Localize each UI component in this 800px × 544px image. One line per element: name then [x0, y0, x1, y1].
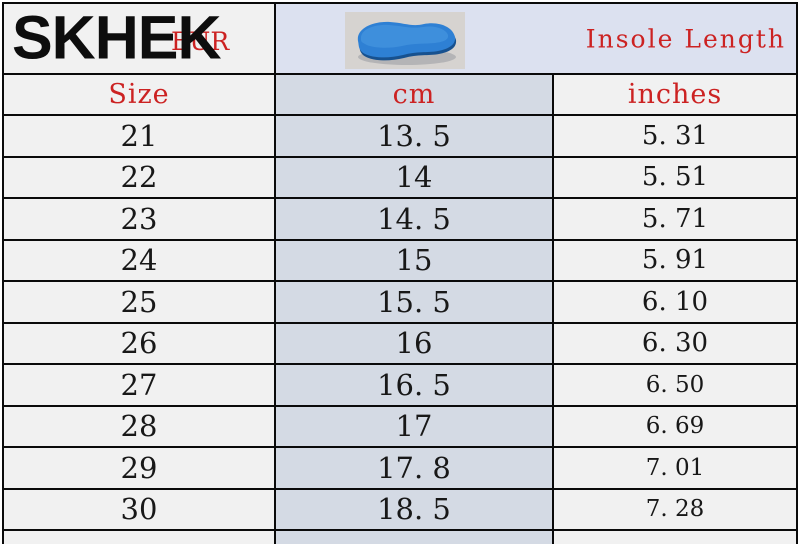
insole-icon	[357, 21, 457, 65]
brand-logo: SKHEK	[12, 4, 222, 71]
table-cell-cm: 14	[276, 157, 552, 197]
table-cell-size: 27	[4, 365, 274, 405]
table-cell-cm: 13. 5	[276, 116, 552, 156]
table-cell-size: 23	[4, 199, 274, 239]
table-cell-inches: 5. 71	[554, 199, 796, 239]
table-cell-inches: 5. 31	[554, 116, 796, 156]
insole-photo	[345, 12, 465, 69]
column-header-cm: cm	[276, 75, 552, 114]
table-cell-cm: 16	[276, 323, 552, 363]
table-cell-size: 29	[4, 448, 274, 488]
table-partial-row-cell	[554, 531, 796, 544]
table-cell-size: 25	[4, 282, 274, 322]
insole-length-title: Insole Length	[585, 24, 786, 53]
table-cell-cm: 17	[276, 406, 552, 446]
table-cell-size: 24	[4, 240, 274, 280]
region-label: EUR	[171, 27, 230, 56]
table-cell-cm: 17. 8	[276, 448, 552, 488]
table-cell-size: 30	[4, 489, 274, 529]
table-cell-inches: 7. 01	[554, 448, 796, 488]
table-partial-row-cell	[4, 531, 274, 544]
size-table: EUR SKHEK Insole Length Size cm inches	[4, 4, 796, 544]
table-cell-cm: 14. 5	[276, 199, 552, 239]
table-cell-inches: 5. 91	[554, 240, 796, 280]
header-right-cell: Insole Length	[276, 4, 796, 73]
column-header-inches: inches	[554, 75, 796, 114]
table-cell-cm: 15. 5	[276, 282, 552, 322]
table-cell-inches: 6. 10	[554, 282, 796, 322]
table-cell-size: 28	[4, 406, 274, 446]
table-cell-inches: 6. 50	[554, 365, 796, 405]
table-cell-inches: 6. 69	[554, 406, 796, 446]
table-cell-size: 22	[4, 157, 274, 197]
brand-cell: EUR SKHEK	[4, 4, 274, 73]
table-cell-size: 21	[4, 116, 274, 156]
table-cell-cm: 15	[276, 240, 552, 280]
table-cell-cm: 16. 5	[276, 365, 552, 405]
column-header-size: Size	[4, 75, 274, 114]
table-cell-size: 26	[4, 323, 274, 363]
table-cell-inches: 7. 28	[554, 489, 796, 529]
table-partial-row-cell	[276, 531, 552, 544]
table-cell-inches: 6. 30	[554, 323, 796, 363]
table-cell-inches: 5. 51	[554, 157, 796, 197]
table-cell-cm: 18. 5	[276, 489, 552, 529]
